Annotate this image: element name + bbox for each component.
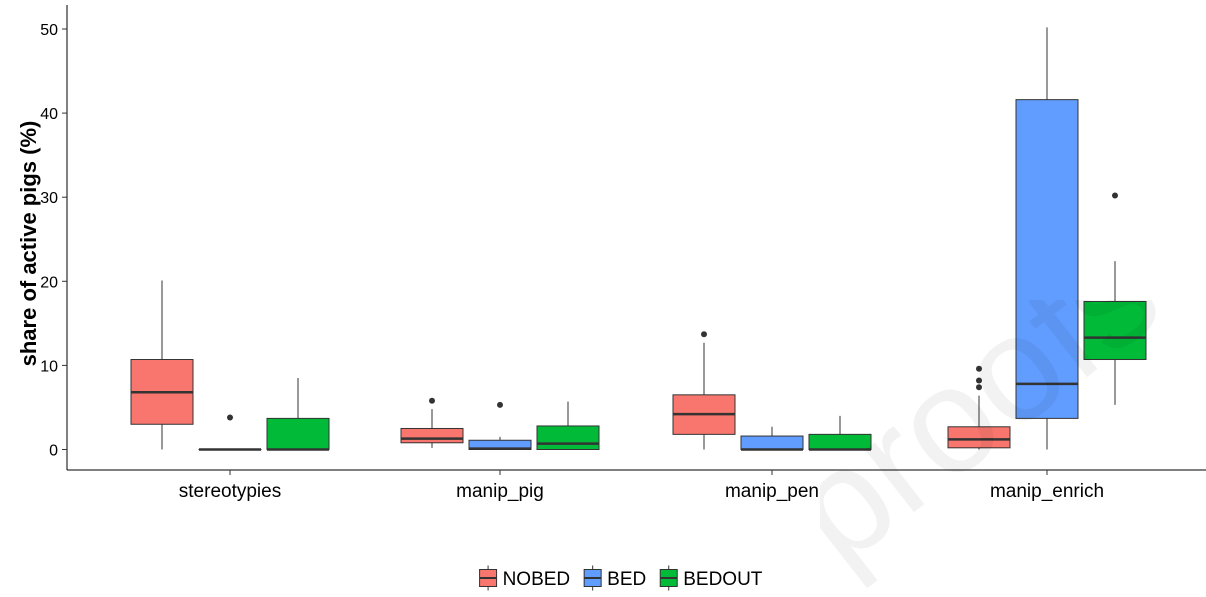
box-bedout-manip_enrich bbox=[1083, 192, 1147, 405]
legend: NOBED BED BEDOUT bbox=[479, 565, 763, 591]
outlier-point bbox=[1112, 192, 1118, 199]
outlier-point bbox=[429, 397, 435, 404]
y-tick-label: 10 bbox=[40, 358, 58, 375]
x-tick-label: manip_pen bbox=[725, 481, 819, 502]
box-nobed-manip_pig bbox=[400, 397, 464, 448]
box-rect bbox=[266, 417, 330, 450]
y-tick-label: 50 bbox=[40, 22, 58, 39]
x-tick-label: manip_enrich bbox=[990, 481, 1104, 502]
box-nobed-stereotypies bbox=[130, 280, 194, 450]
box-rect bbox=[400, 427, 464, 444]
x-tick-label: manip_pig bbox=[456, 481, 544, 502]
box-bed-manip_pen bbox=[740, 426, 804, 451]
axes: 0 10 20 30 40 50 share of active pigs (%) stere… bbox=[16, 5, 1206, 502]
x-tick-label: stereotypies bbox=[179, 481, 281, 502]
box-bed-stereotypies bbox=[198, 414, 262, 451]
outlier-point bbox=[976, 384, 982, 391]
box-bed-manip_enrich bbox=[1015, 27, 1079, 450]
boxes bbox=[130, 27, 1147, 451]
box-bedout-manip_pig bbox=[536, 401, 600, 450]
box-nobed-manip_enrich bbox=[947, 365, 1011, 450]
y-tick-label: 30 bbox=[40, 190, 58, 207]
legend-label: NOBED bbox=[503, 569, 571, 590]
y-tick-label: 40 bbox=[40, 106, 58, 123]
outlier-point bbox=[497, 401, 503, 408]
y-tick-label: 0 bbox=[49, 443, 58, 460]
outlier-point bbox=[976, 377, 982, 384]
box-rect bbox=[1015, 99, 1079, 419]
legend-item-bed: BED bbox=[583, 565, 646, 591]
outlier-point bbox=[701, 331, 707, 338]
box-rect bbox=[947, 426, 1011, 449]
y-axis-title: share of active pigs (%) bbox=[16, 121, 41, 367]
box-bedout-manip_pen bbox=[808, 415, 872, 451]
legend-label: BEDOUT bbox=[683, 569, 763, 590]
y-tick-label: 20 bbox=[40, 274, 58, 291]
legend-item-bedout: BEDOUT bbox=[659, 565, 763, 591]
box-nobed-manip_pen bbox=[672, 331, 736, 450]
box-rect bbox=[808, 433, 872, 450]
legend-item-nobed: NOBED bbox=[479, 565, 571, 591]
outlier-point bbox=[227, 414, 233, 421]
box-bedout-stereotypies bbox=[266, 378, 330, 451]
box-bed-manip_pig bbox=[468, 401, 532, 450]
box-rect bbox=[536, 425, 600, 450]
box-rect bbox=[740, 435, 804, 451]
legend-label: BED bbox=[607, 569, 646, 590]
outlier-point bbox=[976, 365, 982, 372]
box-rect bbox=[1083, 300, 1147, 361]
